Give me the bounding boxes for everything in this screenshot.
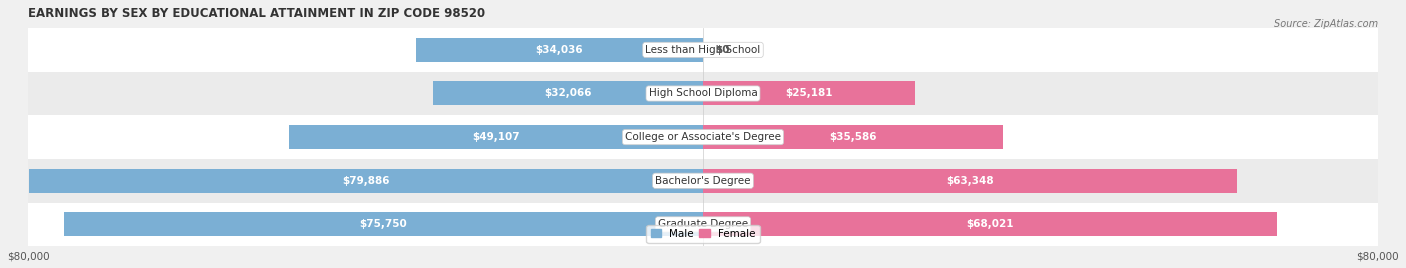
Bar: [28, 203, 1378, 246]
Bar: [28, 115, 1378, 159]
Text: $35,586: $35,586: [830, 132, 877, 142]
Bar: [416, 38, 703, 62]
Text: Less than High School: Less than High School: [645, 45, 761, 55]
Text: $0: $0: [716, 45, 730, 55]
Bar: [703, 81, 915, 106]
Text: Bachelor's Degree: Bachelor's Degree: [655, 176, 751, 186]
Bar: [28, 72, 1378, 115]
Bar: [433, 81, 703, 106]
Text: $49,107: $49,107: [472, 132, 520, 142]
Bar: [703, 169, 1237, 193]
Text: $34,036: $34,036: [536, 45, 583, 55]
Bar: [288, 125, 703, 149]
Text: EARNINGS BY SEX BY EDUCATIONAL ATTAINMENT IN ZIP CODE 98520: EARNINGS BY SEX BY EDUCATIONAL ATTAINMEN…: [28, 7, 485, 20]
Text: $75,750: $75,750: [360, 219, 408, 229]
Bar: [28, 28, 1378, 72]
Text: Graduate Degree: Graduate Degree: [658, 219, 748, 229]
Bar: [703, 212, 1277, 236]
Text: Source: ZipAtlas.com: Source: ZipAtlas.com: [1274, 19, 1378, 29]
Text: $63,348: $63,348: [946, 176, 994, 186]
Text: $25,181: $25,181: [786, 88, 832, 99]
Bar: [703, 125, 1002, 149]
Legend: Male, Female: Male, Female: [647, 225, 759, 243]
Text: College or Associate's Degree: College or Associate's Degree: [626, 132, 780, 142]
Text: $32,066: $32,066: [544, 88, 592, 99]
Bar: [65, 212, 703, 236]
Bar: [28, 159, 1378, 203]
Text: $79,886: $79,886: [342, 176, 389, 186]
Text: High School Diploma: High School Diploma: [648, 88, 758, 99]
Text: $68,021: $68,021: [966, 219, 1014, 229]
Bar: [30, 169, 703, 193]
